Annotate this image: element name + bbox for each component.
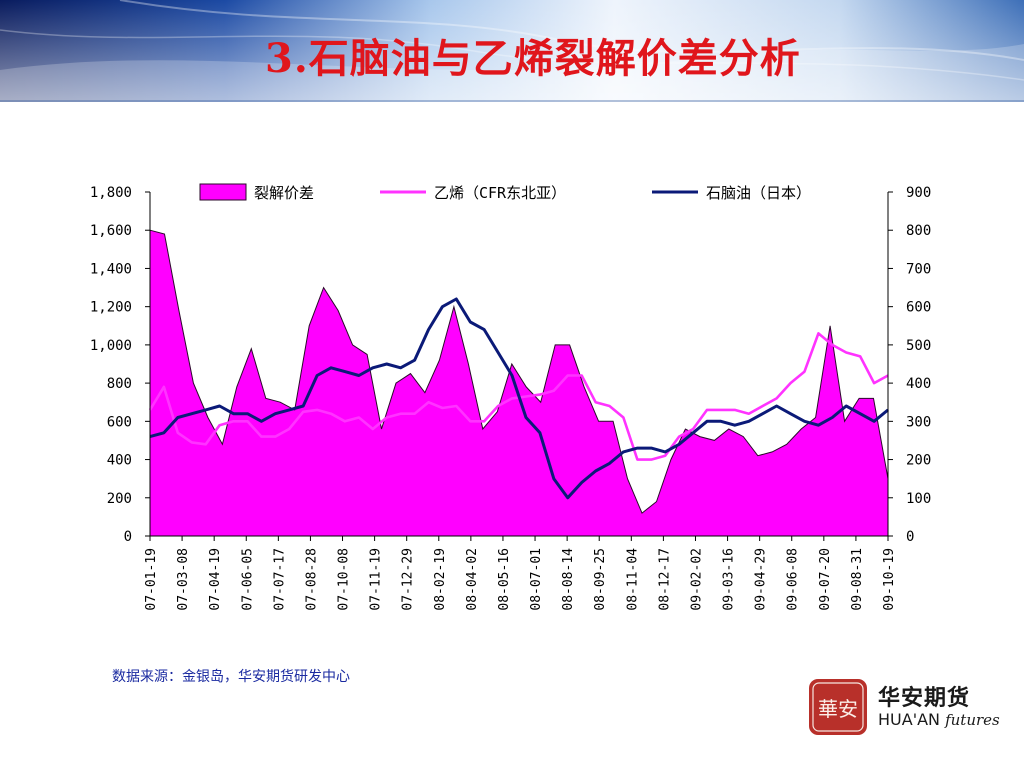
y-right-tick-label: 800 [906, 223, 931, 239]
y-right-tick-label: 600 [906, 300, 931, 316]
x-tick-label: 07-06-05 [240, 548, 255, 611]
x-tick-label: 09-03-16 [722, 548, 737, 611]
y-right-tick-label: 300 [906, 414, 931, 430]
x-tick-label: 07-04-19 [208, 548, 223, 611]
chart-area: 0 200 400 600 800 1,000 1,200 1,400 1,600 1,800 0 1… [90, 183, 931, 611]
x-tick-label: 07-08-28 [304, 548, 319, 611]
y-left-tick-label: 600 [107, 414, 132, 430]
legend-label: 石脑油（日本） [706, 184, 811, 202]
x-tick-label: 08-11-04 [625, 548, 640, 611]
x-tick-label: 08-05-16 [497, 548, 512, 611]
y-right-tick-label: 900 [906, 185, 931, 201]
y-right-tick-label: 0 [906, 529, 914, 545]
legend-label: 乙烯（CFR东北亚） [434, 184, 566, 202]
y-left-tick-label: 200 [107, 491, 132, 507]
y-right-tick-label: 500 [906, 338, 931, 354]
x-tick-label: 08-12-17 [657, 548, 672, 611]
x-tick-label: 09-10-19 [882, 548, 897, 611]
logo-chinese-name: 华安期货 [878, 686, 971, 711]
legend-label: 裂解价差 [254, 184, 314, 202]
x-tick-label: 09-06-08 [786, 548, 801, 611]
y-left-tick-label: 400 [107, 453, 132, 469]
y-right-tick-label: 400 [906, 376, 931, 392]
x-tick-label: 08-07-01 [529, 548, 544, 611]
huaan-logo: 華安 华安期货 HUA'AN futures [808, 678, 1000, 740]
series-line-naphtha [149, 297, 889, 500]
header-background [0, 0, 1024, 102]
y-left-tick-label: 1,200 [90, 300, 132, 316]
y-right-tick-label: 700 [906, 261, 931, 277]
x-tick-label: 07-07-17 [272, 548, 287, 611]
x-tick-label: 07-12-29 [401, 548, 416, 611]
x-tick-label: 09-02-02 [689, 548, 704, 611]
logo-english-sub: futures [945, 711, 1000, 729]
x-tick-label: 07-11-19 [369, 548, 384, 611]
legend-swatch-crack-spread [199, 183, 247, 201]
x-tick-label: 09-08-31 [850, 548, 865, 611]
x-tick-label: 09-04-29 [754, 548, 769, 611]
x-tick-label: 09-07-20 [818, 548, 833, 611]
x-tick-label: 07-10-08 [337, 548, 352, 611]
x-tick-label: 08-09-25 [593, 548, 608, 611]
x-tick-label: 08-04-02 [465, 548, 480, 611]
y-left-tick-label: 0 [124, 529, 132, 545]
slide-title: 3.石脑油与乙烯裂解价差分析 [265, 35, 801, 82]
y-left-tick-label: 1,400 [90, 261, 132, 277]
logo-english-main: HUA'AN [878, 710, 940, 729]
y-left-tick-label: 1,600 [90, 223, 132, 239]
x-tick-label: 07-03-08 [176, 548, 191, 611]
y-right-tick-label: 200 [906, 453, 931, 469]
logo-seal-text: 華安 [818, 697, 858, 721]
x-tick-label: 08-02-19 [433, 548, 448, 611]
header-banner: 3.石脑油与乙烯裂解价差分析 [0, 0, 1024, 102]
y-left-tick-label: 800 [107, 376, 132, 392]
logo-english-name: HUA'AN futures [878, 710, 1000, 729]
logo-seal-icon: 華安 [809, 679, 867, 735]
x-tick-label: 08-08-14 [561, 548, 576, 611]
y-left-tick-label: 1,800 [90, 185, 132, 201]
data-source-note: 数据来源：金银岛，华安期货研发中心 [112, 669, 350, 685]
x-tick-label: 07-01-19 [144, 548, 159, 611]
series-area-crack-spread [149, 229, 889, 537]
y-right-tick-label: 100 [906, 491, 931, 507]
y-left-tick-label: 1,000 [90, 338, 132, 354]
